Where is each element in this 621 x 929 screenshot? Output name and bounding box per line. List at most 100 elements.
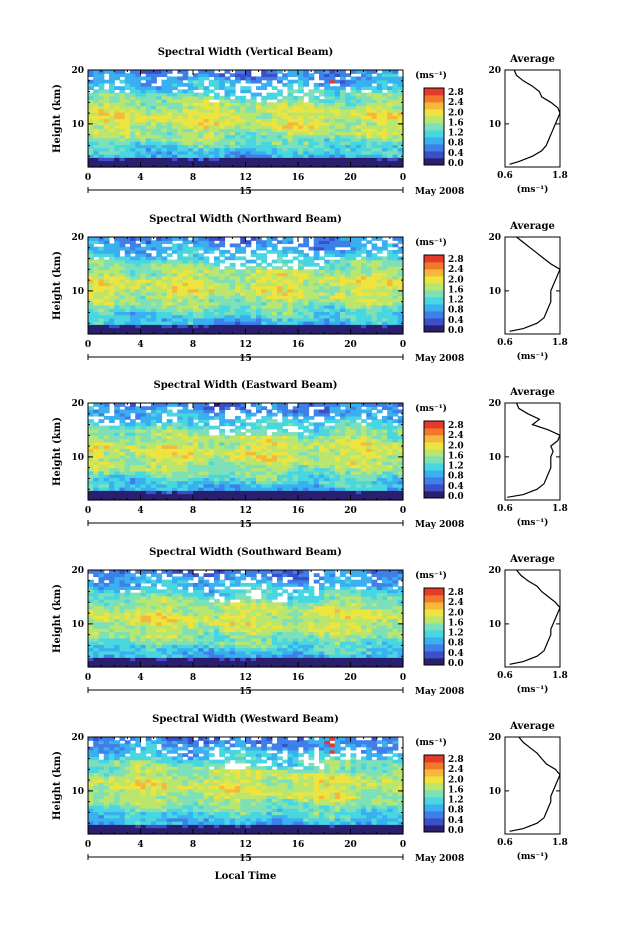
- heatmap-cell: [166, 461, 173, 466]
- heatmap-cell: [130, 108, 136, 113]
- heatmap-cell: [366, 137, 373, 142]
- heatmap-cell: [198, 144, 205, 149]
- heatmap-cell: [98, 317, 105, 322]
- heatmap-cell: [151, 480, 157, 485]
- heatmap-cell: [177, 150, 184, 155]
- heatmap-cell: [130, 134, 136, 139]
- heatmap-cell: [261, 259, 268, 264]
- colorbar-swatch: [424, 290, 444, 298]
- heatmap-cell: [229, 291, 236, 296]
- heatmap-cell: [397, 89, 404, 94]
- heatmap-cell: [198, 403, 205, 407]
- heatmap-cell: [245, 266, 252, 270]
- heatmap-cell: [224, 157, 231, 162]
- heatmap-cell: [397, 324, 404, 329]
- heatmap-cell: [156, 99, 163, 103]
- heatmap-cell: [119, 425, 126, 430]
- heatmap-cell: [130, 490, 136, 495]
- heatmap-cell: [93, 295, 100, 300]
- heatmap-cell: [214, 279, 220, 283]
- heatmap-cell: [256, 451, 262, 456]
- heatmap-cell: [266, 445, 273, 449]
- heatmap-cell: [355, 99, 362, 103]
- heatmap-cell: [203, 490, 210, 495]
- heatmap-cell: [198, 237, 205, 241]
- heatmap-cell: [382, 102, 388, 107]
- heatmap-cell: [93, 327, 100, 332]
- heatmap-cell: [282, 128, 289, 133]
- heatmap-cell: [277, 432, 283, 436]
- heatmap-cell: [397, 137, 404, 142]
- heatmap-cell: [303, 321, 310, 325]
- heatmap-cell: [203, 445, 210, 449]
- heatmap-cell: [329, 272, 336, 277]
- heatmap-cell: [214, 451, 220, 456]
- heatmap-cell: [324, 150, 331, 155]
- heatmap-cell: [277, 441, 283, 446]
- heatmap-cell: [256, 137, 262, 142]
- heatmap-cell: [361, 147, 367, 152]
- heatmap-cell: [182, 240, 189, 245]
- heatmap-cell: [303, 301, 310, 306]
- heatmap-cell: [313, 438, 320, 443]
- heatmap-cell: [303, 298, 310, 303]
- heatmap-cell: [151, 266, 157, 270]
- heatmap-cell: [214, 134, 220, 139]
- heatmap-cell: [187, 288, 194, 293]
- heatmap-cell: [151, 409, 157, 414]
- heatmap-cell: [240, 464, 247, 469]
- heatmap-cell: [240, 275, 247, 280]
- heatmap-cell: [98, 493, 105, 498]
- heatmap-cell: [298, 422, 304, 427]
- heatmap-cell: [114, 477, 121, 482]
- heatmap-cell: [245, 121, 252, 126]
- heatmap-cell: [313, 147, 320, 152]
- heatmap-cell: [88, 134, 94, 139]
- heatmap-cell: [119, 118, 126, 123]
- heatmap-cell: [266, 102, 273, 107]
- heatmap-cell: [98, 266, 105, 270]
- heatmap-cell: [271, 403, 278, 407]
- heatmap-cell: [376, 272, 383, 277]
- heatmap-cell: [355, 131, 362, 136]
- heatmap-cell: [119, 448, 126, 453]
- heatmap-cell: [135, 86, 142, 90]
- heatmap-cell: [182, 490, 189, 495]
- heatmap-cell: [266, 118, 273, 123]
- heatmap-cell: [387, 79, 394, 84]
- heatmap-cell: [93, 160, 100, 165]
- heatmap-cell: [182, 415, 189, 420]
- heatmap-cell: [371, 285, 378, 290]
- heatmap-cell: [193, 438, 199, 443]
- heatmap-cell: [235, 308, 241, 312]
- heatmap-cell: [287, 240, 294, 245]
- heatmap-cell: [298, 409, 304, 414]
- heatmap-cell: [329, 451, 336, 456]
- heatmap-cell: [161, 115, 168, 120]
- heatmap-cell: [240, 474, 247, 478]
- heatmap-cell: [271, 76, 278, 81]
- heatmap-cell: [130, 262, 136, 267]
- heatmap-cell: [88, 102, 94, 107]
- heatmap-cell: [235, 112, 241, 116]
- heatmap-cell: [130, 150, 136, 155]
- heatmap-cell: [203, 448, 210, 453]
- heatmap-cell: [361, 324, 367, 329]
- heatmap-cell: [187, 76, 194, 81]
- heatmap-cell: [119, 438, 126, 443]
- heatmap-cell: [361, 308, 367, 312]
- heatmap-cell: [103, 147, 110, 152]
- heatmap-cell: [250, 412, 257, 417]
- heatmap-cell: [329, 483, 336, 488]
- heatmap-cell: [292, 95, 299, 100]
- heatmap-cell: [266, 262, 273, 267]
- heatmap-cell: [298, 73, 304, 78]
- heatmap-cell: [130, 435, 136, 440]
- heatmap-cell: [177, 457, 184, 462]
- heatmap-cell: [166, 448, 173, 453]
- heatmap-cell: [109, 259, 115, 264]
- heatmap-cell: [145, 70, 152, 74]
- heatmap-cell: [208, 461, 215, 466]
- heatmap-cell: [340, 95, 346, 100]
- colorbar-tick-label: 0.0: [448, 159, 464, 169]
